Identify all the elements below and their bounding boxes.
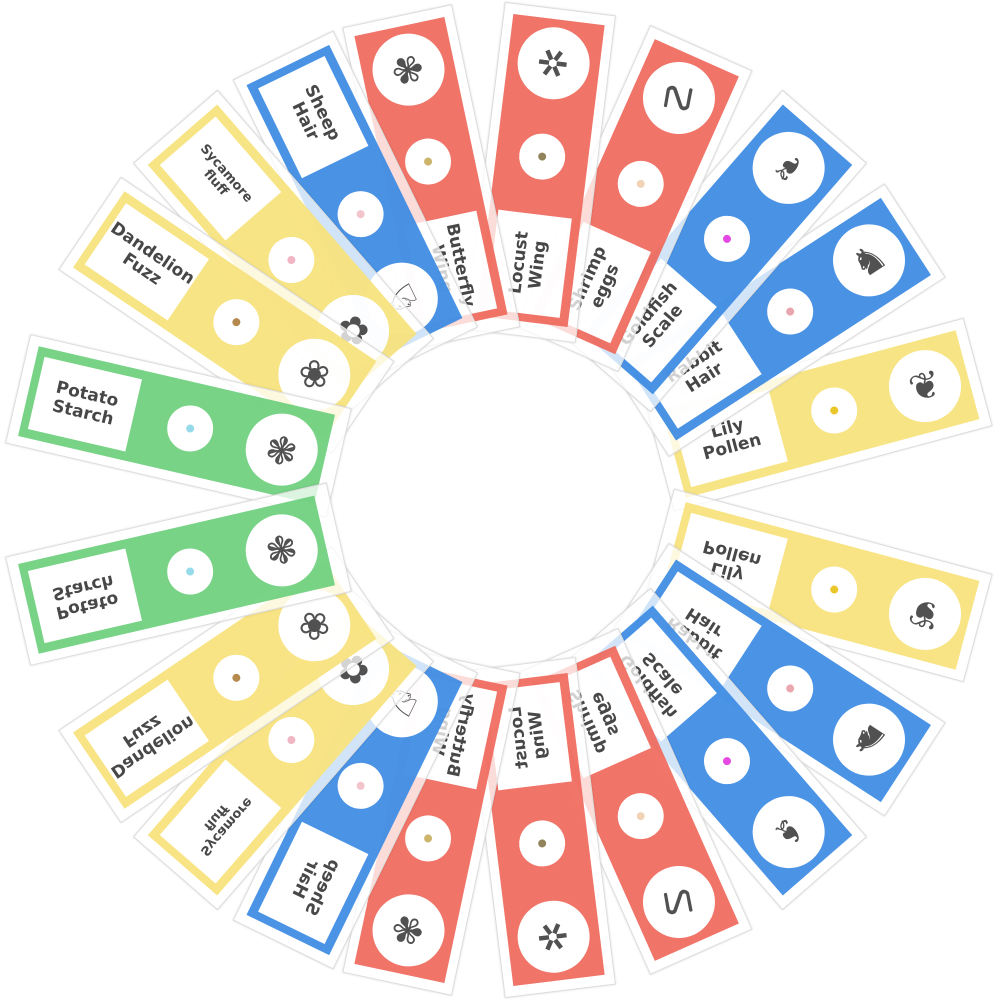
lily-flower-icon: ❦ (880, 569, 970, 658)
specimen-circle (806, 561, 863, 618)
specimen-sample (829, 584, 840, 595)
butterfly-icon: ✾ (365, 887, 452, 974)
potato-icon: ❃ (238, 507, 325, 594)
specimen-circle (516, 817, 568, 870)
specimen-circle (204, 645, 269, 710)
specimen-sample (423, 833, 433, 844)
specimen-circle (162, 543, 218, 600)
specimen-sample (230, 672, 242, 684)
shrimp-icon: ☡ (631, 854, 727, 950)
locust-icon: ✲ (513, 896, 594, 977)
specimen-sample (537, 838, 547, 848)
specimen-sample (285, 734, 298, 746)
specimen-sample (635, 810, 647, 822)
specimen-sample (721, 755, 733, 767)
slide-label: Potato Starch (27, 548, 142, 644)
specimen-sample (355, 780, 366, 792)
specimen-circle (610, 785, 672, 847)
specimen-circle (694, 728, 760, 794)
specimen-circle (400, 811, 456, 866)
specimen-sample (185, 566, 195, 577)
specimen-circle (758, 656, 822, 721)
specimen-sample (784, 682, 796, 694)
goldfish-icon: ❧ (737, 781, 840, 883)
rabbit-icon: ♞ (819, 689, 919, 790)
